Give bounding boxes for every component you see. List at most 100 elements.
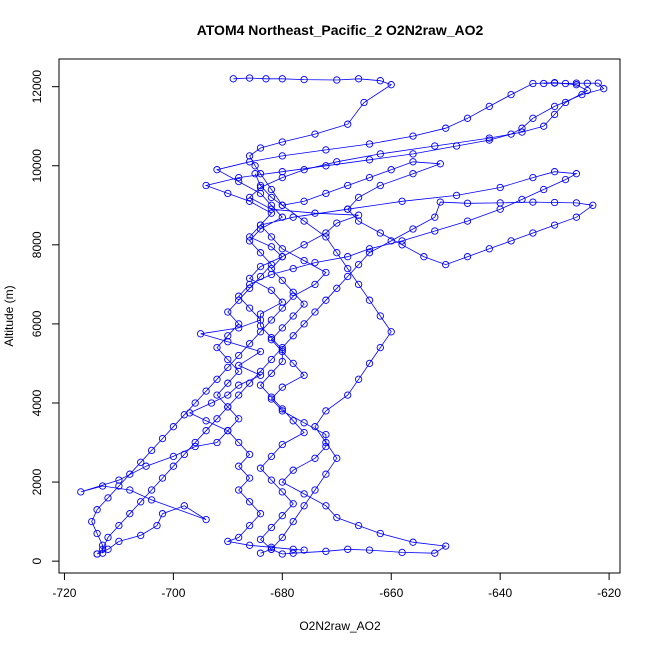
data-point: [245, 152, 254, 160]
data-point: [224, 379, 232, 387]
x-tick-label: -640: [488, 586, 512, 600]
data-point: [278, 75, 286, 83]
data-point: [245, 74, 254, 82]
data-point: [485, 136, 493, 144]
data-point: [431, 227, 439, 235]
data-point: [300, 546, 308, 554]
y-axis-label: Altitude (m): [2, 285, 16, 346]
x-axis: -720 -700 -680 -660 -640 -620: [52, 573, 621, 600]
data-point: [344, 272, 352, 281]
data-point: [267, 185, 276, 194]
data-point: [126, 486, 134, 494]
data-point: [540, 122, 548, 130]
data-point: [278, 324, 286, 332]
data-point: [463, 114, 472, 122]
data-point: [463, 217, 472, 225]
data-point: [256, 347, 265, 356]
data-point: [224, 338, 232, 346]
data-point: [311, 454, 319, 462]
data-point: [300, 166, 308, 174]
data-point: [235, 351, 243, 360]
data-point: [300, 320, 308, 328]
data-point: [196, 330, 205, 338]
data-point: [300, 300, 308, 308]
data-point: [267, 205, 276, 213]
data-point: [311, 308, 319, 316]
data-point: [278, 440, 286, 449]
data-point: [267, 201, 276, 209]
data-point: [589, 201, 597, 209]
data-point: [289, 466, 297, 474]
data-point: [333, 454, 341, 462]
data-point: [267, 545, 276, 553]
data-point: [235, 415, 243, 423]
data-point: [436, 160, 444, 168]
data-point: [278, 343, 286, 352]
data-point: [300, 197, 308, 205]
data-point: [104, 494, 112, 502]
data-point: [507, 237, 515, 245]
data-point: [98, 482, 107, 490]
data-point: [147, 496, 156, 504]
data-point: [354, 280, 363, 289]
data-point: [398, 241, 406, 249]
data-point: [322, 438, 330, 447]
data-point: [289, 288, 297, 296]
data-point: [300, 371, 308, 379]
data-point: [278, 405, 286, 413]
data-point: [452, 191, 461, 200]
data-point: [235, 381, 243, 389]
data-point: [550, 221, 559, 229]
data-point: [398, 197, 406, 205]
data-point: [88, 517, 96, 526]
data-point: [485, 134, 493, 142]
data-point: [267, 260, 276, 269]
data-point: [387, 237, 395, 245]
data-point: [224, 427, 232, 435]
data-point: [235, 320, 243, 328]
data-point: [311, 209, 319, 217]
x-tick-label: -660: [379, 586, 403, 600]
data-point: [115, 482, 123, 490]
data-point: [245, 304, 254, 312]
data-point: [213, 375, 221, 383]
data-point: [158, 510, 167, 518]
data-point: [365, 546, 374, 554]
data-point: [594, 79, 602, 87]
data-point: [529, 173, 537, 182]
data-point: [550, 168, 559, 176]
data-point: [409, 170, 417, 178]
data-point: [344, 391, 352, 399]
data-point: [169, 423, 178, 431]
data-point: [245, 498, 254, 506]
data-point: [251, 162, 259, 170]
data-point: [311, 258, 319, 267]
data-point: [289, 359, 297, 368]
data-point: [420, 253, 428, 261]
data-point: [142, 462, 150, 470]
data-point: [431, 142, 439, 150]
data-point: [496, 183, 504, 192]
data-point: [245, 379, 254, 387]
data-point: [540, 79, 548, 88]
data-point: [344, 253, 352, 261]
data-point: [398, 548, 406, 557]
data-point: [278, 213, 286, 221]
data-point: [213, 391, 221, 399]
data-point: [202, 417, 210, 425]
data-point: [442, 542, 450, 550]
data-point: [278, 383, 286, 391]
data-point: [245, 541, 254, 549]
data-point: [289, 500, 297, 508]
data-point: [278, 407, 286, 415]
data-point: [289, 549, 297, 557]
data-point: [289, 213, 297, 221]
data-point: [256, 464, 265, 472]
data-point: [213, 438, 221, 447]
data-point: [267, 393, 276, 401]
data-point: [529, 114, 537, 122]
data-point: [235, 296, 243, 304]
data-point: [311, 130, 319, 138]
data-point: [572, 79, 581, 87]
data-point: [409, 538, 417, 546]
